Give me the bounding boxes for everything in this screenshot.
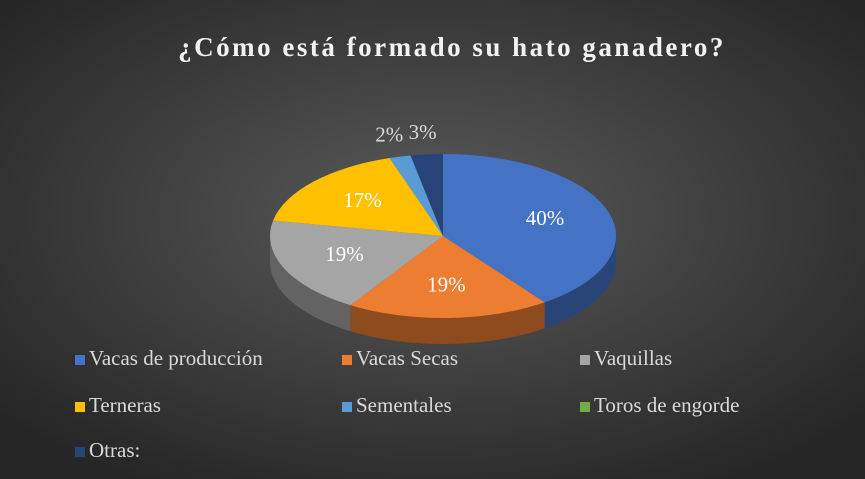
legend-label: Vaquillas bbox=[594, 346, 672, 370]
legend-marker bbox=[342, 355, 352, 365]
pie-slice bbox=[350, 236, 545, 318]
legend-label: Vacas Secas bbox=[356, 346, 458, 370]
data-label: 3% bbox=[409, 120, 437, 144]
pie-slice bbox=[443, 154, 616, 303]
data-label: 17% bbox=[343, 188, 382, 212]
pie-side bbox=[544, 236, 616, 329]
legend-label: Sementales bbox=[356, 393, 452, 417]
legend-label: Terneras bbox=[89, 393, 161, 417]
legend-marker bbox=[75, 402, 85, 412]
chart-title: ¿Cómo está formado su hato ganadero? bbox=[178, 32, 726, 62]
pie-slice bbox=[389, 155, 443, 236]
data-label: 40% bbox=[526, 206, 565, 230]
data-label: 19% bbox=[427, 273, 466, 297]
pie-slice bbox=[269, 220, 443, 306]
data-label: 19% bbox=[325, 242, 364, 266]
pie-side bbox=[270, 236, 351, 332]
legend-marker bbox=[580, 402, 590, 412]
pie-slice bbox=[273, 158, 443, 236]
pie-side bbox=[350, 302, 545, 344]
legend-marker bbox=[342, 402, 352, 412]
legend-marker bbox=[75, 447, 85, 457]
pie-slice bbox=[410, 154, 443, 236]
legend-marker bbox=[75, 355, 85, 365]
legend-label: Vacas de producción bbox=[89, 346, 263, 370]
legend-label: Otras: bbox=[89, 438, 140, 462]
data-label: 2% bbox=[375, 123, 403, 147]
legend-marker bbox=[580, 355, 590, 365]
legend-label: Toros de engorde bbox=[594, 393, 739, 417]
